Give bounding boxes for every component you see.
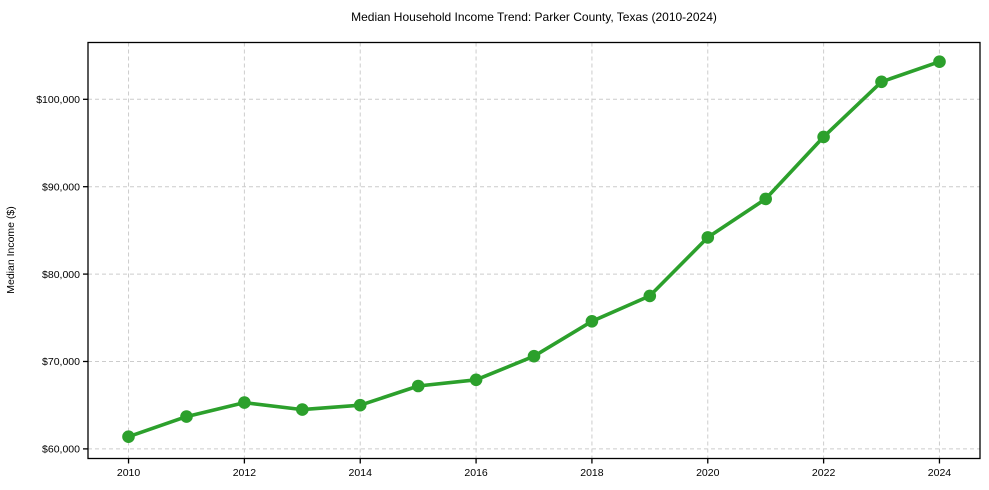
data-point-2023 xyxy=(875,75,888,89)
data-point-2018 xyxy=(585,315,599,328)
x-tick-label: 2022 xyxy=(812,467,836,479)
axes-layer xyxy=(87,41,981,460)
data-point-2022 xyxy=(817,130,830,144)
data-point-2019 xyxy=(643,289,657,303)
data-point-2020 xyxy=(701,231,715,244)
x-tick-label: 2016 xyxy=(464,467,488,479)
x-tick-label: 2024 xyxy=(928,467,952,479)
data-point-2015 xyxy=(411,379,425,393)
data-point-2013 xyxy=(296,403,309,416)
y-axis-label: Median Income ($) xyxy=(5,206,17,294)
grid-layer xyxy=(88,42,980,459)
series-layer xyxy=(122,55,946,444)
y-tick-label: $80,000 xyxy=(42,269,80,281)
y-tick-label: $100,000 xyxy=(36,94,80,106)
x-tick-label: 2010 xyxy=(117,467,141,479)
data-point-2016 xyxy=(469,373,483,387)
tick-layer: $60,000 $70,000 $80,000 $90,000 $100,000 2010… xyxy=(36,94,951,479)
data-point-2014 xyxy=(353,398,367,412)
data-point-2024 xyxy=(933,55,946,68)
income-trend-line xyxy=(126,59,942,439)
y-tick-label: $60,000 xyxy=(42,444,80,456)
chart-title: Median Household Income Trend: Parker Co… xyxy=(351,10,717,24)
plot-border xyxy=(87,41,981,460)
y-tick-label: $90,000 xyxy=(42,181,80,193)
data-point-2010 xyxy=(122,430,135,444)
data-point-2011 xyxy=(180,410,193,423)
data-point-2017 xyxy=(527,349,541,363)
y-tick-label: $70,000 xyxy=(42,356,80,368)
x-tick-label: 2020 xyxy=(696,467,720,479)
x-tick-label: 2014 xyxy=(349,467,373,479)
x-tick-label: 2018 xyxy=(580,467,604,479)
data-point-2012 xyxy=(238,396,251,409)
data-point-2021 xyxy=(759,192,772,206)
x-tick-label: 2012 xyxy=(233,467,257,479)
